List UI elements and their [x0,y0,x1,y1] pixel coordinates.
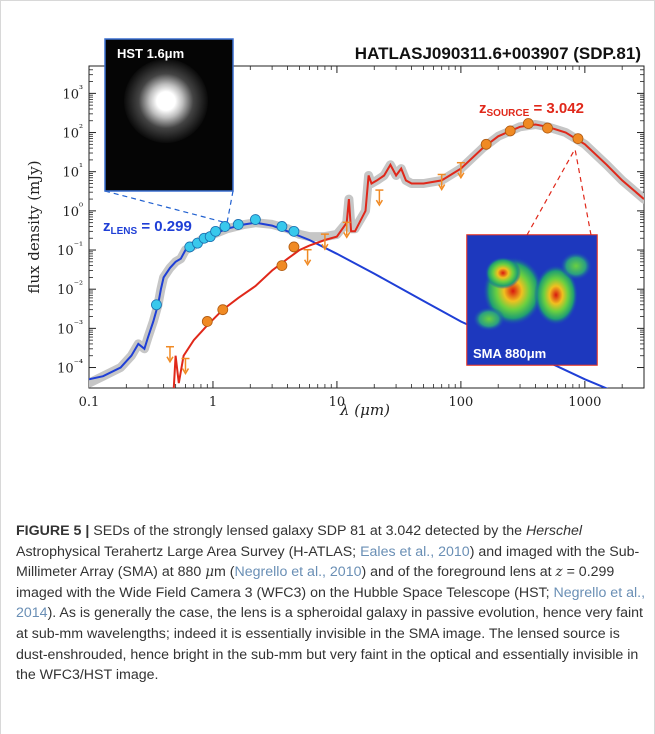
y-tick-label: 10² [62,124,83,142]
source-data-point [480,138,492,150]
z-source-label: zSOURCE = 3.042 [479,100,584,119]
axis-ticks: 0.1 1 10 100 1000 10⁻⁴ 10⁻³ 10⁻² 10⁻¹ 10⁰ 10¹ 10² 10… [57,65,645,410]
y-tick-label: 10⁰ [62,202,83,220]
lens-data-point [276,221,288,232]
data-points [151,118,584,375]
x-tick-label: 1000 [568,395,601,410]
x-tick-label: 10 [329,395,346,410]
lens-data-point [151,299,162,311]
upper-limit-arrow [438,184,446,191]
source-data-point [522,118,534,129]
sma-connector-right [574,148,592,236]
y-tick-label: 10⁻³ [57,319,83,337]
y-tick-label: 10⁻¹ [57,241,83,259]
source-data-point [276,260,288,272]
hst-label: HST 1.6μm [117,46,184,61]
source-data-point [504,125,516,137]
source-data-point [201,316,213,327]
citation-link[interactable]: Negrello et al., 2010 [234,564,362,581]
upper-limit-arrow [166,356,174,364]
sma-inset: SMA 880μm [466,234,598,366]
citation-link[interactable]: Negrello et al., 2014 [16,584,646,622]
caption-text: SEDs of the strongly lensed galaxy SDP 8… [89,523,527,539]
caption-label: FIGURE 5 | [16,523,90,539]
lens-data-point [250,214,261,225]
y-axis-label: flux density (mJy) [25,160,43,293]
hst-inset: HST 1.6μm [104,38,234,192]
hst-connector-right [226,190,234,224]
y-tick-label: 10⁻² [57,280,83,298]
source-model-line [172,123,644,388]
hst-connector-left [104,190,228,224]
caption-text: ). As is generally the case, the lens is… [16,605,643,684]
upper-limit-arrow [343,231,351,239]
y-tick-label: 10¹ [62,163,83,181]
citation-link[interactable]: Eales et al., 2010 [360,543,470,560]
caption-text: ) and of the foreground lens at [361,564,556,581]
caption-text: Astrophysical Terahertz Large Area Surve… [16,543,361,560]
upper-limit-arrow [375,199,384,207]
y-tick-label: 10⁻⁴ [57,359,83,377]
upper-limit-arrow [321,243,329,251]
figure-caption: FIGURE 5 | SEDs of the strongly lensed g… [16,521,646,686]
lens-data-point [210,225,221,237]
caption-text: = 0.299 imaged with the Wide Field Camer… [16,564,615,601]
caption-text: ) and imaged with the Sub-Millimeter Arr… [16,543,640,581]
x-tick-label: 1 [209,395,217,410]
lens-data-point [219,221,231,232]
upper-limit-arrow [181,368,190,375]
source-data-point [217,304,229,316]
caption-mu: μ [205,564,214,581]
plot-frame [88,65,645,389]
lens-data-point [232,219,244,230]
z-lens-label: zLENS = 0.299 [103,218,192,237]
source-data-point [288,241,300,253]
source-data-point [542,122,553,134]
sma-connector-left [526,148,576,236]
caption-z: z [555,564,563,581]
upper-limit-arrow [303,259,312,267]
y-tick-label: 10³ [62,84,83,102]
sma-label: SMA 880μm [473,346,546,361]
lens-data-point [288,225,300,237]
caption-herschel: Herschel [526,523,582,539]
sed-plot: 0.1 1 10 100 1000 10⁻⁴ 10⁻³ 10⁻² 10⁻¹ 10⁰ 10¹ 10² 10… [25,38,645,419]
x-tick-label: 0.1 [79,395,100,410]
figure-title: HATLASJ090311.6+003907 (SDP.81) [355,44,641,63]
caption-text: m ( [214,564,235,581]
source-data-point [572,133,584,145]
x-tick-label: 100 [448,395,473,410]
upper-limit-arrow [457,172,465,180]
x-axis-label: λ (μm) [339,401,390,419]
